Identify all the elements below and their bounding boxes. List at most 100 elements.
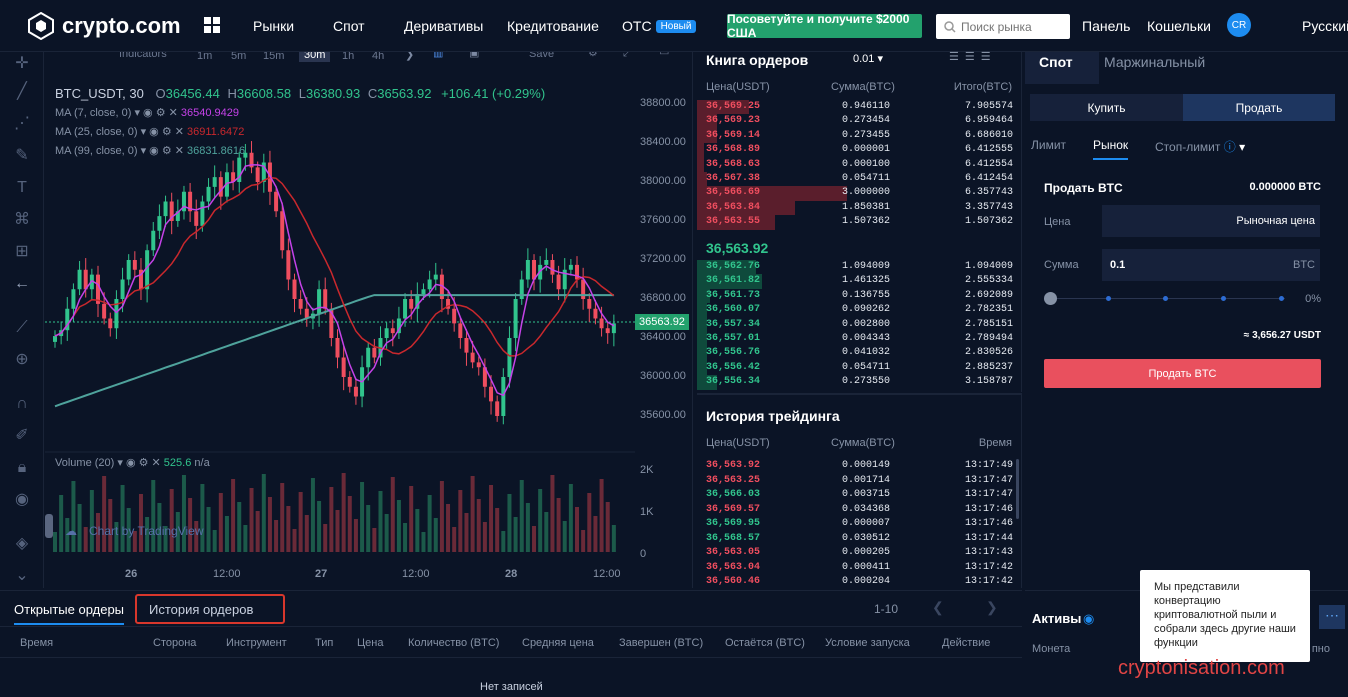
trend-line-icon[interactable]: ╱ [17, 83, 27, 100]
order-type-market[interactable]: Рынок [1093, 138, 1129, 160]
next-page-icon[interactable]: ❯ [986, 599, 998, 615]
sell-submit-button[interactable]: Продать BTC [1044, 359, 1321, 388]
ask-price: 36,568.63 [706, 158, 761, 170]
lock-icon[interactable]: 🔒︎ [17, 459, 27, 476]
market-search[interactable] [936, 14, 1070, 39]
slider-step-25[interactable] [1106, 296, 1111, 301]
ruler-icon[interactable]: ⟋ [16, 319, 28, 336]
settings-gear-icon[interactable]: ⚙ [588, 52, 598, 59]
trade-amount: 0.000204 [841, 576, 890, 587]
candle [366, 347, 371, 368]
bid-row[interactable]: 36,557.01 0.004343 2.789494 [697, 332, 1022, 347]
screenshot-icon[interactable]: ▭ [659, 52, 670, 58]
trade-scrollbar[interactable] [1016, 459, 1019, 519]
price-chart[interactable]: Indicators 1m 5m 15m 30m 1h 4h ❯ ▥ ▣ Sav… [45, 52, 693, 588]
sell-tab-button[interactable]: Продать [1183, 94, 1335, 121]
ask-row[interactable]: 36,568.63 0.000100 6.412554 [697, 157, 1022, 172]
slider-step-75[interactable] [1221, 296, 1226, 301]
candlestick-plot [45, 141, 635, 552]
indicator-template-icon[interactable]: ▣ [469, 52, 480, 59]
precision-select[interactable]: 0.01 ▾ [853, 53, 883, 65]
apps-grid-icon[interactable] [204, 17, 220, 33]
amount-field[interactable]: 0.1 BTC [1102, 249, 1320, 281]
bid-row[interactable]: 36,557.34 0.002800 2.785151 [697, 317, 1022, 332]
save-button[interactable]: Save [529, 52, 555, 60]
text-tool-icon[interactable]: T [17, 179, 27, 196]
ask-row[interactable]: 36,568.89 0.000001 6.412555 [697, 143, 1022, 158]
tab-open-orders[interactable]: Открытые ордеры [14, 602, 125, 625]
language-selector[interactable]: Русский [1302, 18, 1348, 34]
brush-icon[interactable]: ✎ [15, 147, 29, 164]
candles-type-icon[interactable]: ▥ [433, 52, 444, 59]
interval-30m[interactable]: 30m [299, 52, 331, 62]
nav-spot[interactable]: Спот [333, 18, 365, 34]
slider-step-100[interactable] [1279, 296, 1284, 301]
bid-row[interactable]: 36,560.07 0.090262 2.782351 [697, 303, 1022, 318]
eye-icon[interactable]: ◉ [1083, 611, 1095, 626]
ask-row[interactable]: 36,567.38 0.054711 6.412454 [697, 172, 1022, 187]
slider-step-50[interactable] [1163, 296, 1168, 301]
amount-slider-handle[interactable] [1044, 292, 1057, 305]
measure-icon[interactable]: ⊞ [15, 243, 29, 260]
zoom-icon[interactable]: ⊕ [15, 351, 29, 368]
bid-row[interactable]: 36,561.73 0.136755 2.692089 [697, 288, 1022, 304]
ask-row[interactable]: 36,569.25 0.946110 7.905574 [697, 100, 1022, 115]
tab-spot[interactable]: Спот [1039, 54, 1073, 70]
magnet-icon[interactable]: ∩ [16, 395, 28, 412]
chevron-down-icon[interactable]: ⌄ [15, 567, 29, 584]
column-header: Время [20, 637, 54, 649]
ask-row[interactable]: 36,569.23 0.273454 6.959464 [697, 114, 1022, 129]
nav-markets[interactable]: Рынки [253, 18, 295, 34]
bid-row[interactable]: 36,556.42 0.054711 2.885237 [697, 360, 1022, 376]
chevron-right-icon[interactable]: ❯ [405, 52, 415, 61]
referral-promo-button[interactable]: Посоветуйте и получите $2000 США [727, 12, 922, 40]
orderbook-view-icons[interactable]: ☰☰☰ [949, 51, 997, 63]
price-field[interactable]: Рыночная цена [1102, 205, 1320, 237]
tab-order-history[interactable]: История ордеров [149, 602, 254, 617]
indicators-button[interactable]: Indicators [119, 52, 167, 60]
bid-row[interactable]: 36,561.82 1.461325 2.555334 [697, 274, 1022, 289]
bid-row[interactable]: 36,556.34 0.273550 3.158787 [697, 375, 1022, 390]
interval-1h[interactable]: 1h [342, 52, 355, 62]
chevron-down-icon[interactable]: ▾ [1239, 140, 1246, 154]
nav-wallets[interactable]: Кошельки [1147, 18, 1211, 34]
interval-15m[interactable]: 15m [263, 52, 285, 62]
arrow-left-icon[interactable]: ← [14, 275, 30, 292]
depth-bar [697, 186, 847, 201]
eye-icon[interactable]: ◉ [15, 491, 29, 508]
order-type-limit[interactable]: Лимит [1031, 138, 1067, 152]
bid-row[interactable]: 36,556.76 0.041032 2.830526 [697, 346, 1022, 361]
ma25-legend: MA (25, close, 0) ▾ ◉ ⚙ ✕ 36911.6472 [55, 126, 245, 138]
more-options-icon[interactable]: ⋯ [1319, 605, 1345, 629]
brand-logo[interactable]: crypto.com [28, 12, 181, 40]
nav-dashboard[interactable]: Панель [1082, 18, 1131, 34]
panel-resize-handle[interactable] [45, 514, 53, 538]
bid-row[interactable]: 36,562.76 1.094009 1.094009 [697, 260, 1022, 275]
ask-row[interactable]: 36,569.14 0.273455 6.686010 [697, 128, 1022, 144]
ask-row[interactable]: 36,563.55 1.507362 1.507362 [697, 215, 1022, 230]
interval-5m[interactable]: 5m [231, 52, 247, 62]
interval-1m[interactable]: 1m [197, 52, 213, 62]
order-type-stop-limit[interactable]: Стоп-лимит ⓘ ▾ [1155, 138, 1245, 155]
interval-4h[interactable]: 4h [372, 52, 385, 62]
tab-margin[interactable]: Маржинальный [1104, 54, 1206, 70]
pattern-icon[interactable]: ⌘ [14, 211, 30, 228]
nav-otc[interactable]: OTC Новый [622, 18, 697, 34]
prev-page-icon[interactable]: ❮ [932, 599, 944, 615]
crosshair-icon[interactable]: ✛ [15, 55, 29, 72]
pencil-lock-icon[interactable]: ✐ [15, 427, 29, 444]
buy-tab-button[interactable]: Купить [1030, 94, 1183, 121]
info-icon[interactable]: ⓘ [1223, 140, 1236, 154]
search-input[interactable] [961, 19, 1061, 34]
user-avatar[interactable]: CR [1227, 13, 1251, 37]
fullscreen-icon[interactable]: ⤢ [623, 52, 632, 59]
fib-tool-icon[interactable]: ⋰ [14, 115, 30, 132]
nav-lending[interactable]: Кредитование [507, 18, 599, 34]
volume-bar [403, 523, 408, 552]
volume-legend: Volume (20) ▾ ◉ ⚙ ✕ 525.6 n/a [55, 457, 210, 469]
ask-row[interactable]: 36,563.84 1.850381 3.357743 [697, 200, 1022, 216]
volume-bar [476, 499, 481, 552]
ask-row[interactable]: 36,566.69 3.000000 6.357743 [697, 186, 1022, 201]
nav-derivatives[interactable]: Деривативы [404, 18, 484, 34]
layers-icon[interactable]: ◈ [15, 535, 29, 552]
